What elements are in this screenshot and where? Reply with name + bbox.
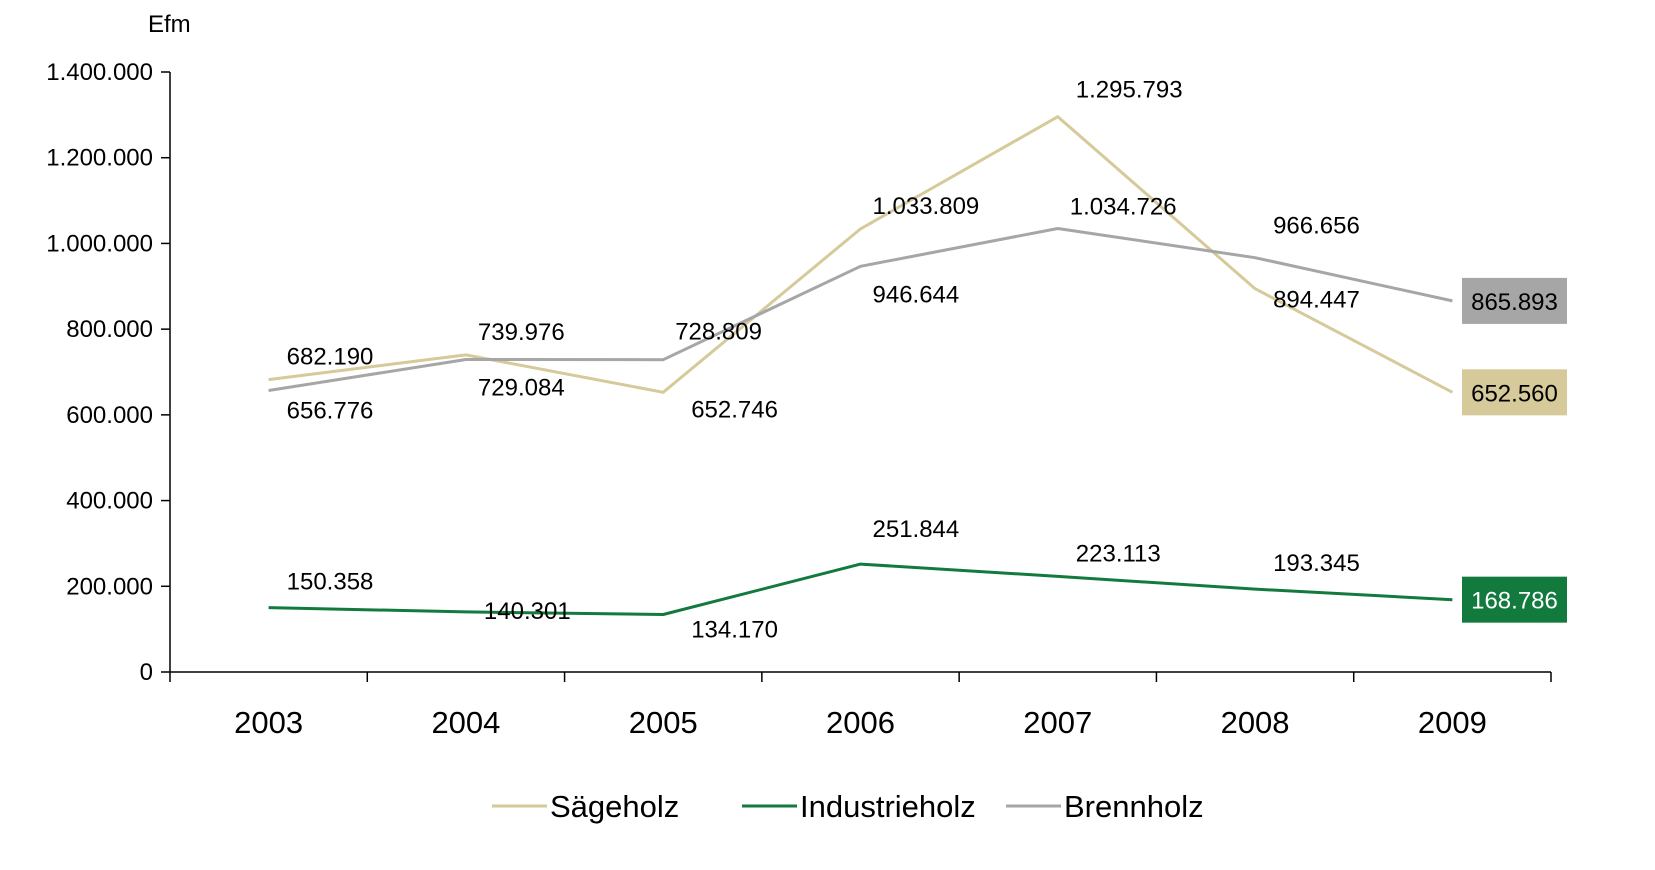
data-label: 729.084 [478,375,565,402]
end-data-label: 652.560 [1471,380,1558,407]
y-tick-label: 400.000 [66,488,153,515]
y-tick-label: 1.200.000 [46,145,153,172]
y-tick-label: 800.000 [66,316,153,343]
y-tick-label: 1.400.000 [46,59,153,86]
data-label: 739.976 [478,319,565,346]
data-label: 150.358 [287,569,374,596]
data-label: 223.113 [1076,540,1161,567]
data-label: 140.301 [484,598,571,625]
data-label: 894.447 [1273,287,1360,314]
x-tick-label: 2005 [629,705,698,740]
data-label: 946.644 [873,281,960,308]
data-label: 682.190 [287,344,374,371]
axes: 0 200.000 400.000 600.000 800.000 1.000.000 1.… [46,59,1551,740]
x-tick-label: 2006 [826,705,895,740]
end-data-label: 865.893 [1471,289,1558,316]
y-axis-unit-label: Efm [148,11,191,38]
y-tick-label: 600.000 [66,402,153,429]
legend-label: Sägeholz [550,789,679,824]
data-label: 728.809 [675,319,762,346]
series-lines [269,117,1453,615]
data-label: 652.746 [691,396,778,423]
data-label: 966.656 [1273,213,1360,240]
data-label: 134.170 [691,616,778,643]
y-tick-label: 0 [140,659,153,686]
data-label: 1.295.793 [1076,77,1183,104]
series-line-sägeholz [269,117,1453,393]
y-tick-label: 200.000 [66,573,153,600]
legend-label: Brennholz [1064,789,1204,824]
x-tick-label: 2004 [431,705,500,740]
data-label: 1.034.726 [1070,194,1177,221]
y-tick-label: 1.000.000 [46,230,153,257]
data-label: 251.844 [873,516,960,543]
x-tick-label: 2008 [1221,705,1290,740]
x-tick-label: 2003 [234,705,303,740]
x-tick-label: 2009 [1418,705,1487,740]
x-tick-label: 2007 [1023,705,1092,740]
data-label: 1.033.809 [873,193,980,220]
legend: Sägeholz Industrieholz Brennholz [492,789,1204,824]
legend-label: Industrieholz [800,789,976,824]
data-label: 656.776 [287,398,374,425]
end-data-label: 168.786 [1471,588,1558,615]
data-label: 193.345 [1273,550,1360,577]
